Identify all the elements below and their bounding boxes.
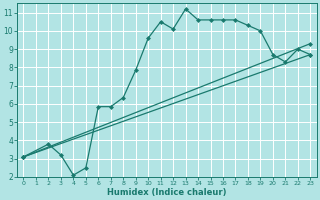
X-axis label: Humidex (Indice chaleur): Humidex (Indice chaleur) bbox=[107, 188, 227, 197]
